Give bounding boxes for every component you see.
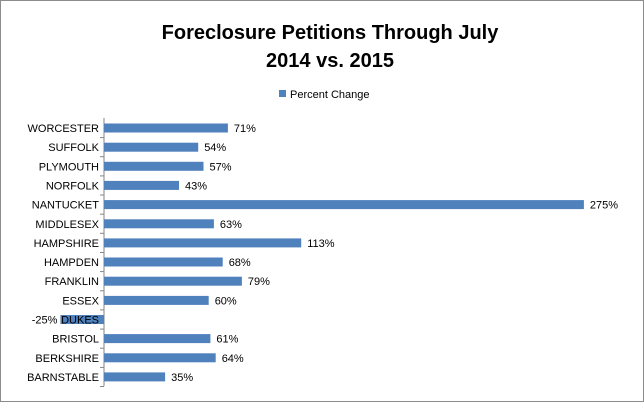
data-label-norfolk: 43% [185,180,207,192]
bar-nantucket [104,200,584,210]
category-label-franklin: FRANKLIN [45,276,99,288]
data-label-worcester: 71% [234,123,256,135]
legend-swatch [279,90,286,97]
bar-dukes [60,315,104,324]
category-label-hampshire: HAMPSHIRE [34,238,99,250]
category-label-suffolk: SUFFOLK [48,142,99,154]
bar-suffolk [104,142,199,152]
data-label-dukes: -25% [32,315,58,327]
data-label-barnstable: 35% [171,372,193,384]
data-label-essex: 60% [215,295,237,307]
data-label-bristol: 61% [216,334,238,346]
bar-essex [104,295,209,305]
bar-middlesex [104,219,214,229]
chart-marks: WORCESTER 71% SUFFOLK 54% PLYMOUTH 57% NORFOLK… [27,123,618,387]
chart-title: Foreclosure Petitions Through July [162,22,500,44]
bar-bristol [104,334,211,344]
category-label-hampden: HAMPDEN [44,257,99,269]
data-label-hampden: 68% [229,257,251,269]
category-label-essex: ESSEX [62,295,99,307]
bar-barnstable [104,372,166,382]
bar-worcester [104,123,228,133]
data-label-berkshire: 64% [222,353,244,365]
bar-plymouth [104,161,204,171]
category-label-norfolk: NORFOLK [46,180,100,192]
legend: Percent Change [279,89,370,101]
category-label-barnstable: BARNSTABLE [27,372,99,384]
data-label-franklin: 79% [248,276,270,288]
bar-norfolk [104,180,179,190]
category-label-worcester: WORCESTER [28,123,100,135]
data-label-nantucket: 275% [590,200,618,212]
category-label-berkshire: BERKSHIRE [35,353,99,365]
category-label-dukes: DUKES [61,315,99,327]
data-label-plymouth: 57% [210,161,232,173]
data-label-middlesex: 63% [220,219,242,231]
bar-hampden [104,257,223,267]
category-label-middlesex: MIDDLESEX [35,219,99,231]
bar-hampshire [104,238,302,248]
category-label-nantucket: NANTUCKET [32,200,100,212]
data-label-hampshire: 113% [307,238,335,250]
legend-label: Percent Change [290,89,370,101]
chart-subtitle: 2014 vs. 2015 [266,50,394,72]
category-label-plymouth: PLYMOUTH [39,161,99,173]
category-label-bristol: BRISTOL [52,334,99,346]
data-label-suffolk: 54% [204,142,226,154]
bar-franklin [104,276,242,286]
bar-berkshire [104,353,216,363]
